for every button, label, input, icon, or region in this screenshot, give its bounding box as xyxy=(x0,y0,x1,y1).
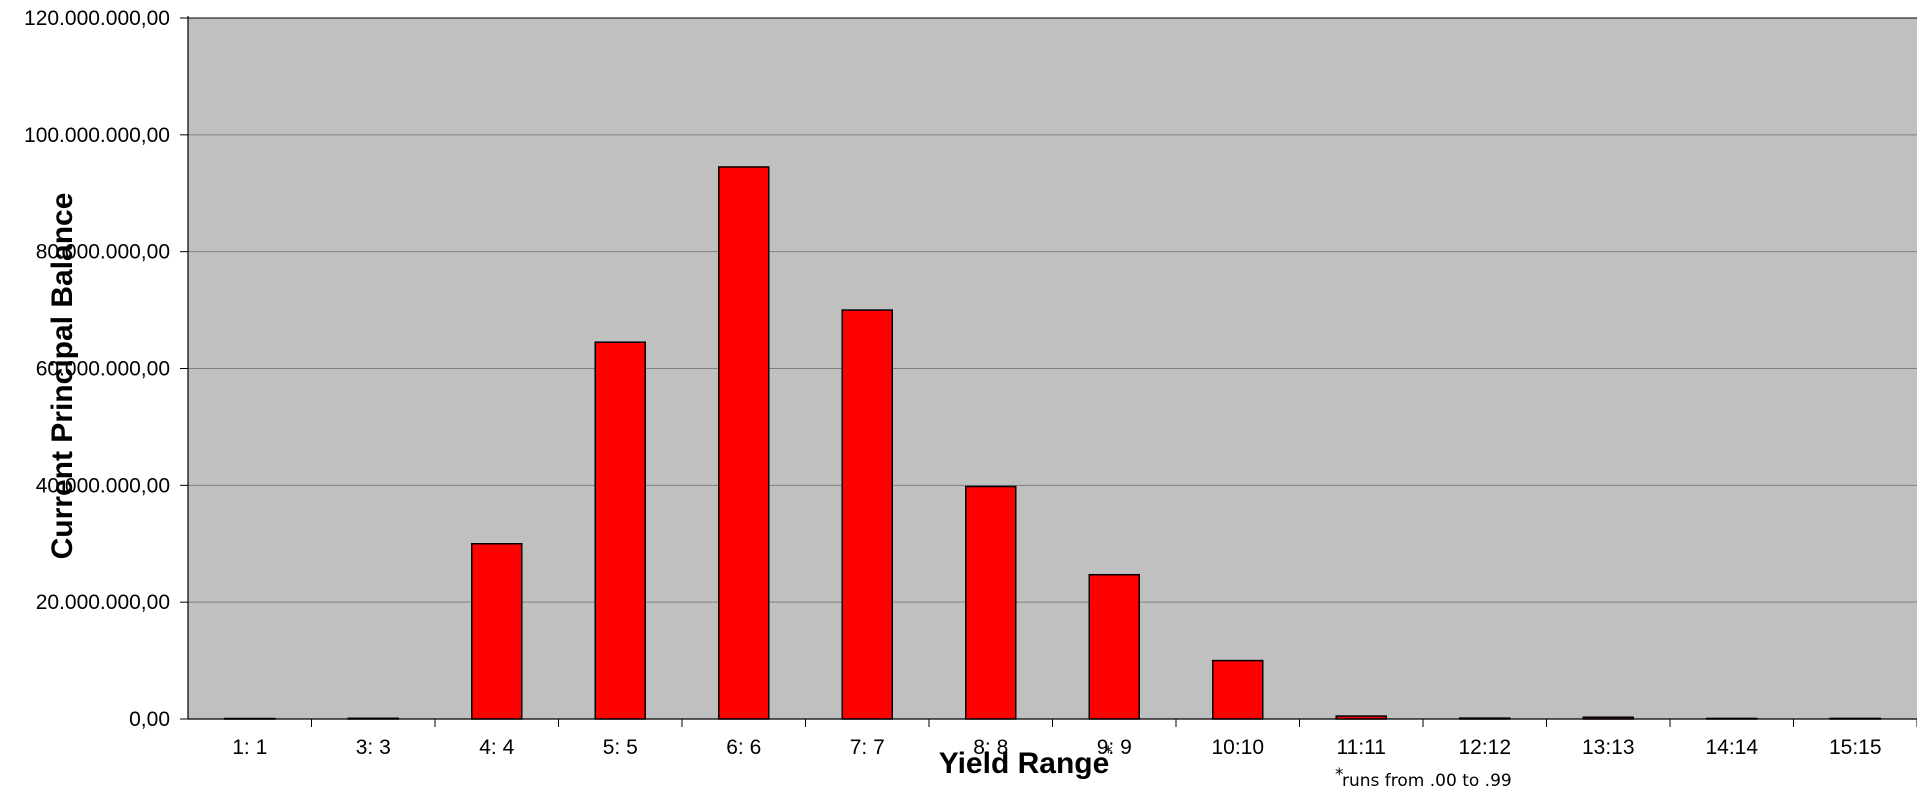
bar xyxy=(594,341,646,720)
x-axis-title-marker: * xyxy=(1104,743,1113,763)
y-tick-labels: 0,00 20.000.000,00 40.000.000,00 60.000.000… xyxy=(24,7,170,731)
footnote: runs from .00 to .99 xyxy=(1342,771,1512,791)
y-tick-label: 80.000.000,00 xyxy=(36,241,170,264)
x-tick-label: 4: 4 xyxy=(479,736,514,759)
bar xyxy=(841,309,893,720)
x-tick-label: 14:14 xyxy=(1705,736,1758,759)
bars xyxy=(224,166,1881,720)
x-tick-label: 12:12 xyxy=(1458,736,1511,759)
x-tick-label: 8: 8 xyxy=(973,736,1008,759)
x-tick-label: 6: 6 xyxy=(726,736,761,759)
y-tick-label: 20.000.000,00 xyxy=(36,591,170,614)
bar xyxy=(1212,659,1264,720)
bar xyxy=(718,166,770,720)
bar xyxy=(965,485,1017,720)
y-axis-title: Current Principal Balance xyxy=(46,193,79,560)
x-tick-label: 5: 5 xyxy=(603,736,638,759)
x-tick-label: 10:10 xyxy=(1211,736,1264,759)
y-tick-label: 120.000.000,00 xyxy=(24,7,170,30)
x-tick-label: 15:15 xyxy=(1829,736,1882,759)
bar xyxy=(471,543,523,720)
x-tick-label: 7: 7 xyxy=(850,736,885,759)
x-tick-label: 1: 1 xyxy=(232,736,267,759)
bar xyxy=(1088,573,1140,720)
x-tick-labels: 1: 1 3: 3 4: 4 5: 5 6: 6 7: 7 8: 8 9: 9 10:10 11:… xyxy=(232,736,1881,759)
footnote-marker: * xyxy=(1335,765,1344,785)
y-tick-label: 100.000.000,00 xyxy=(24,124,170,147)
axes xyxy=(180,16,1917,727)
x-tick-label: 11:11 xyxy=(1337,736,1386,759)
x-tick-label: 9: 9 xyxy=(1097,736,1132,759)
x-tick-label: 13:13 xyxy=(1582,736,1635,759)
x-tick-label: 3: 3 xyxy=(356,736,391,759)
x-axis-title: Yield Range xyxy=(939,747,1110,780)
y-tick-label: 60.000.000,00 xyxy=(36,358,170,381)
y-tick-label: 40.000.000,00 xyxy=(36,474,170,497)
y-tick-label: 0,00 xyxy=(129,708,170,731)
